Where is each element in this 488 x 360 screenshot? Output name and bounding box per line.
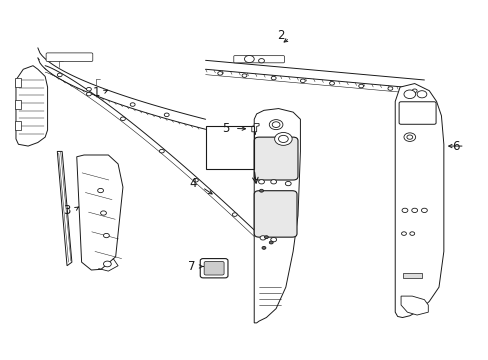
Circle shape xyxy=(270,180,276,184)
Polygon shape xyxy=(16,66,47,146)
Text: 7: 7 xyxy=(188,260,195,273)
Circle shape xyxy=(164,113,169,117)
Circle shape xyxy=(278,135,287,143)
Bar xyxy=(402,273,422,278)
FancyBboxPatch shape xyxy=(254,191,296,237)
Circle shape xyxy=(403,133,415,141)
Circle shape xyxy=(262,247,265,249)
Polygon shape xyxy=(57,152,72,266)
Circle shape xyxy=(159,149,164,153)
Circle shape xyxy=(101,211,106,215)
Text: 4: 4 xyxy=(189,177,197,190)
Circle shape xyxy=(416,91,426,98)
Text: 5: 5 xyxy=(222,122,229,135)
Polygon shape xyxy=(394,84,443,318)
Circle shape xyxy=(57,73,62,77)
Text: 6: 6 xyxy=(451,140,459,153)
Circle shape xyxy=(421,208,427,212)
Circle shape xyxy=(103,233,109,238)
Circle shape xyxy=(358,84,363,88)
Circle shape xyxy=(409,232,414,235)
Circle shape xyxy=(120,117,125,121)
Text: 2: 2 xyxy=(277,29,284,42)
Circle shape xyxy=(244,55,254,63)
Circle shape xyxy=(258,59,264,63)
Circle shape xyxy=(270,238,276,242)
Circle shape xyxy=(387,87,392,90)
FancyBboxPatch shape xyxy=(398,102,435,124)
Polygon shape xyxy=(251,123,259,132)
Circle shape xyxy=(285,181,290,186)
Circle shape xyxy=(242,74,246,77)
Circle shape xyxy=(86,87,91,91)
Circle shape xyxy=(130,103,135,106)
Polygon shape xyxy=(254,109,300,323)
Bar xyxy=(15,121,21,130)
Circle shape xyxy=(259,189,263,192)
Bar xyxy=(205,126,254,169)
Circle shape xyxy=(274,132,291,145)
Circle shape xyxy=(217,72,222,75)
Polygon shape xyxy=(400,296,427,315)
FancyBboxPatch shape xyxy=(233,56,284,63)
Circle shape xyxy=(411,208,417,212)
Circle shape xyxy=(300,79,305,82)
FancyBboxPatch shape xyxy=(200,258,227,278)
Circle shape xyxy=(103,261,111,267)
Circle shape xyxy=(98,188,103,193)
Bar xyxy=(15,100,21,109)
Circle shape xyxy=(406,135,412,139)
Circle shape xyxy=(403,90,415,99)
Circle shape xyxy=(329,81,334,85)
Circle shape xyxy=(401,208,407,212)
Circle shape xyxy=(232,213,237,216)
Bar xyxy=(15,78,21,87)
Circle shape xyxy=(401,232,406,235)
Circle shape xyxy=(269,120,283,130)
Text: 1: 1 xyxy=(92,86,100,99)
FancyBboxPatch shape xyxy=(254,137,297,180)
Circle shape xyxy=(271,76,276,80)
Circle shape xyxy=(411,89,416,93)
FancyBboxPatch shape xyxy=(46,53,93,62)
Polygon shape xyxy=(77,155,122,270)
Circle shape xyxy=(86,92,91,96)
Circle shape xyxy=(272,122,280,127)
Text: 3: 3 xyxy=(63,204,71,217)
Circle shape xyxy=(269,241,273,244)
Circle shape xyxy=(264,236,268,239)
Circle shape xyxy=(193,179,198,182)
Circle shape xyxy=(258,180,264,184)
Circle shape xyxy=(260,236,265,240)
FancyBboxPatch shape xyxy=(203,261,224,275)
